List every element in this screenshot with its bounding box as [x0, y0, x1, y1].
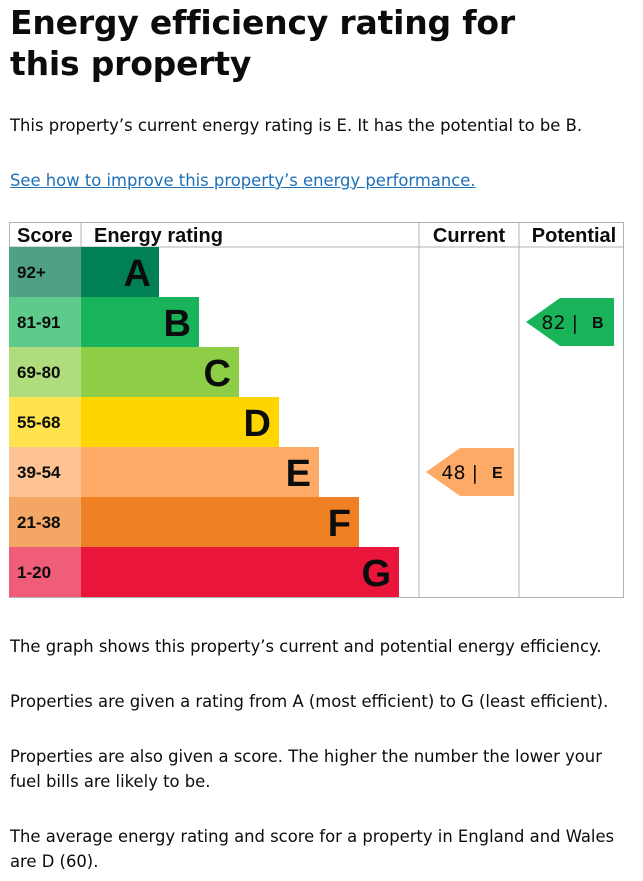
header-energy-rating: Energy rating	[94, 225, 223, 247]
potential-rating-marker	[526, 298, 614, 346]
score-label-d: 55-68	[17, 413, 60, 432]
rating-letter-e: E	[286, 453, 311, 495]
rating-letter-c: C	[204, 353, 231, 395]
score-cell-b	[9, 297, 81, 347]
rating-bar-e	[81, 447, 319, 497]
potential-rating-band: B	[592, 315, 604, 332]
score-cell-c	[9, 347, 81, 397]
score-label-f: 21-38	[17, 513, 60, 532]
potential-rating-score: 82 |	[541, 312, 578, 334]
rating-bar-f	[81, 497, 359, 547]
score-cell-g	[9, 547, 81, 597]
header-score: Score	[17, 225, 73, 247]
score-label-a: 92+	[17, 263, 46, 282]
score-label-g: 1-20	[17, 563, 51, 582]
score-label-e: 39-54	[17, 463, 61, 482]
score-label-c: 69-80	[17, 363, 60, 382]
average-rating-description: The average energy rating and score for …	[10, 827, 615, 871]
score-cell-d	[9, 397, 81, 447]
graph-description: The graph shows this property’s current …	[10, 637, 602, 656]
epc-rating-chart: Score Energy rating Current Potential 92…	[9, 222, 624, 598]
rating-letter-g: G	[361, 553, 391, 595]
rating-bar-c	[81, 347, 239, 397]
score-cell-f	[9, 497, 81, 547]
score-cell-a	[9, 247, 81, 297]
header-current: Current	[433, 225, 506, 247]
rating-bar-d	[81, 397, 279, 447]
rating-letter-f: F	[328, 503, 351, 545]
rating-markers: 48 | E 82 | B	[426, 298, 614, 496]
rating-summary: This property’s current energy rating is…	[10, 116, 583, 135]
score-cell-e	[9, 447, 81, 497]
rating-letter-b: B	[164, 303, 191, 345]
current-rating-score: 48 |	[441, 462, 478, 484]
score-label-b: 81-91	[17, 313, 60, 332]
rating-letter-d: D	[244, 403, 271, 445]
rating-bar-b	[81, 297, 199, 347]
page-title: Energy efficiency rating for this proper…	[10, 3, 515, 83]
header-potential: Potential	[532, 225, 616, 247]
current-rating-band: E	[492, 465, 503, 482]
improve-energy-link[interactable]: See how to improve this property’s energ…	[10, 171, 476, 190]
rating-bands: 92+ A 81-91 B 69-80 C 55-68 D 39-54 E 21-38 F 1-20 G	[9, 247, 399, 597]
score-description: Properties are also given a score. The h…	[10, 747, 602, 791]
rating-description: Properties are given a rating from A (mo…	[10, 692, 609, 711]
current-rating-marker	[426, 448, 514, 496]
rating-bar-g	[81, 547, 399, 597]
rating-bar-a	[81, 247, 159, 297]
rating-letter-a: A	[124, 253, 151, 295]
